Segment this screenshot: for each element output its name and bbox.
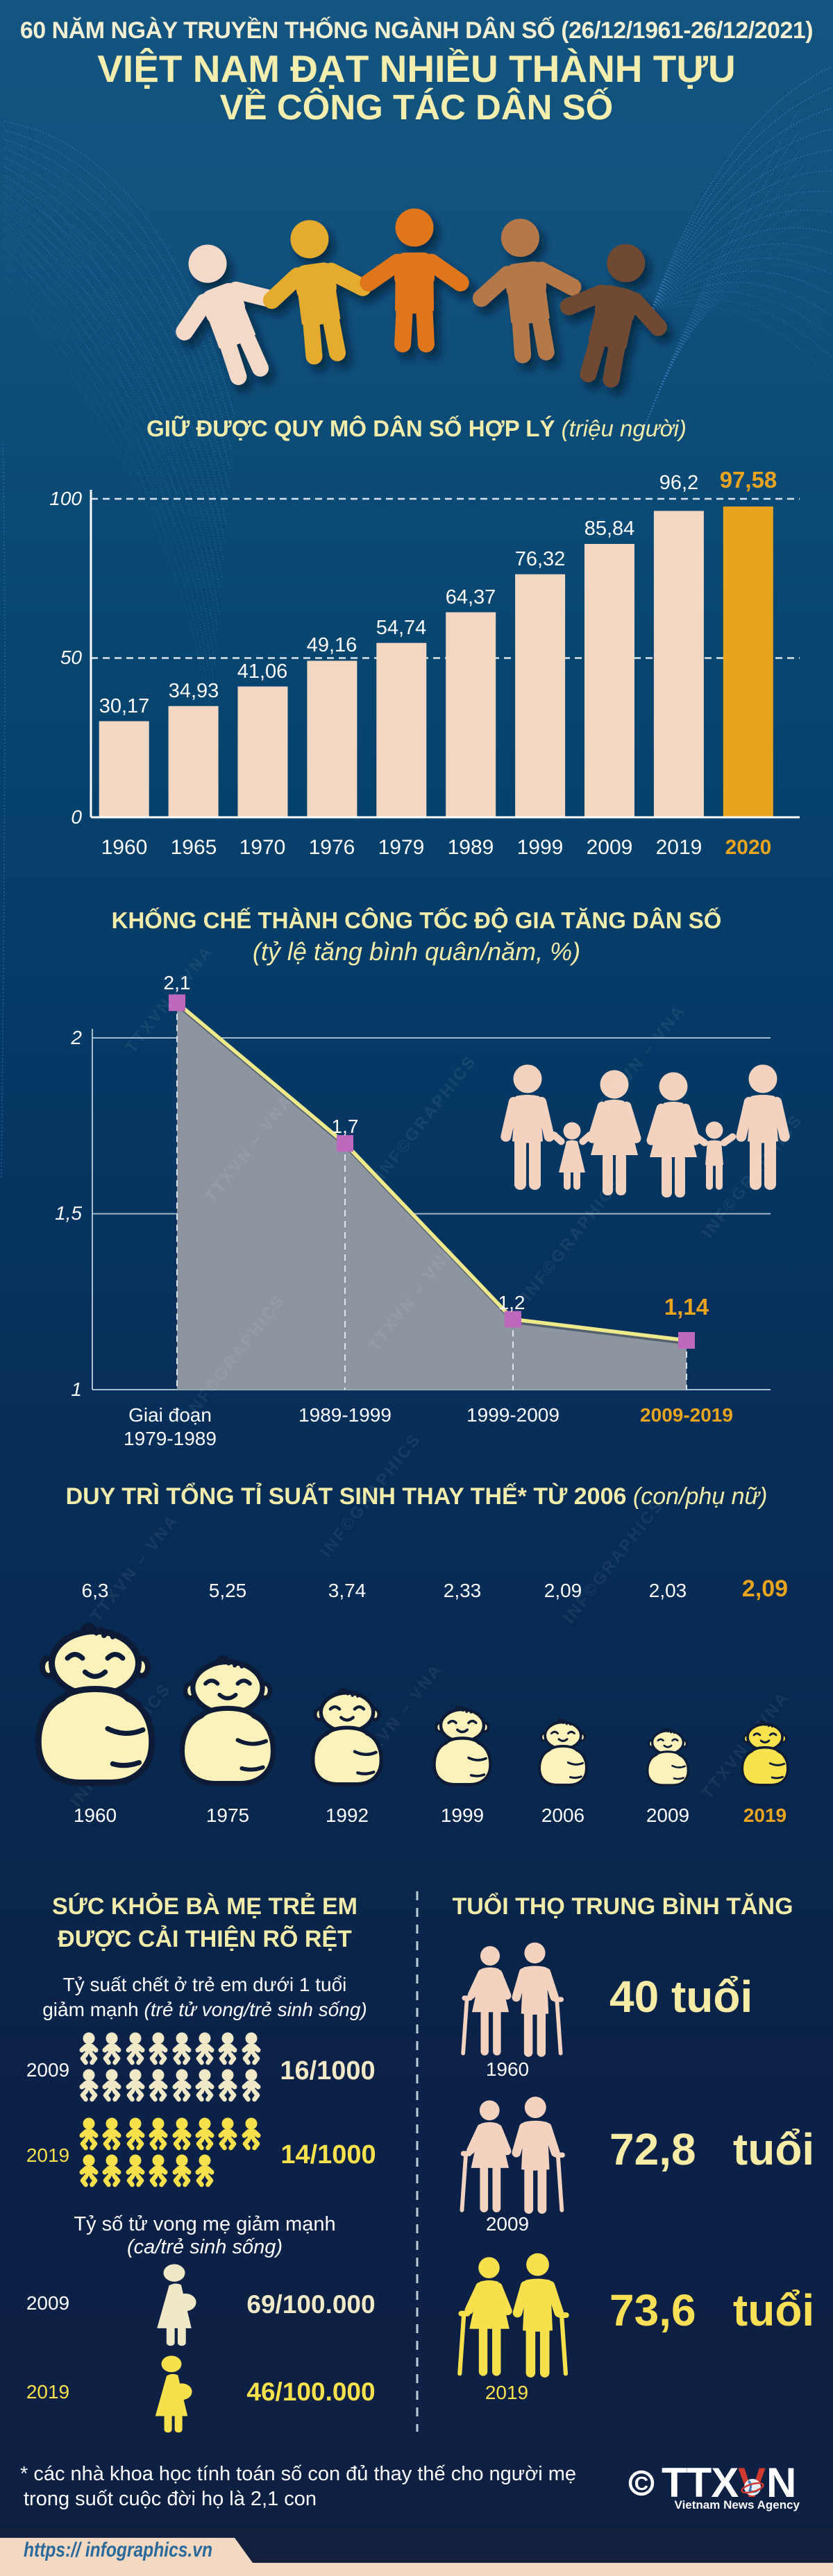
svg-text:N: N: [766, 2459, 796, 2506]
svg-text:INF©GRAPHICS: INF©GRAPHICS: [559, 1496, 668, 1627]
svg-text:TTXVN – VNA: TTXVN – VNA: [87, 1511, 183, 1626]
svg-text:C: C: [634, 2473, 648, 2494]
svg-text:TTX: TTX: [662, 2459, 739, 2506]
svg-text:INF©GRAPHICS: INF©GRAPHICS: [518, 1173, 626, 1304]
svg-text:Vietnam News Agency: Vietnam News Agency: [675, 2498, 800, 2511]
